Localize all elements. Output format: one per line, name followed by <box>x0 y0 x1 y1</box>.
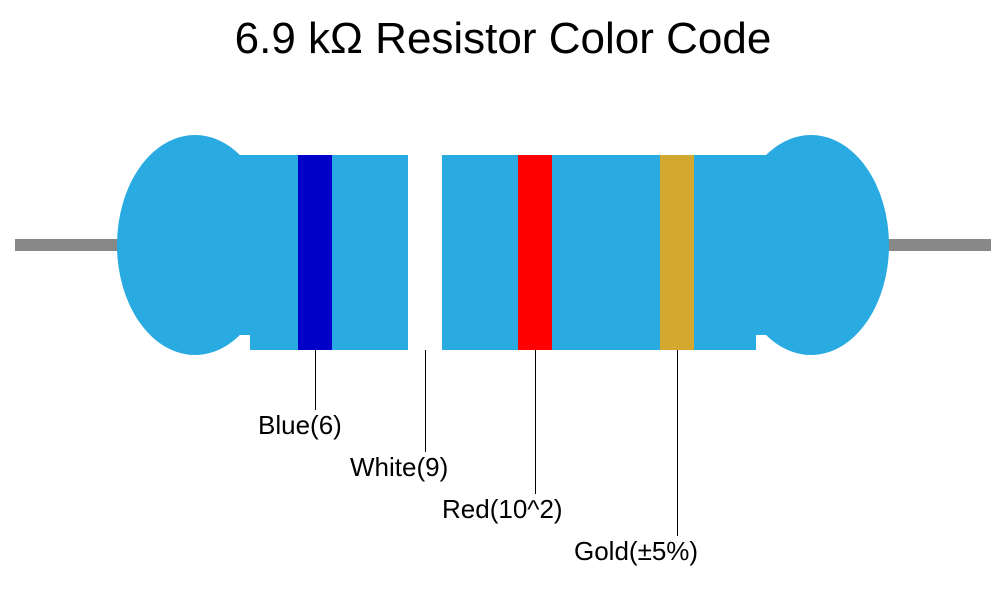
neck-right <box>751 155 811 335</box>
band-1 <box>298 155 332 350</box>
callout-line-3 <box>535 350 536 494</box>
callout-label-3: Red(10^2) <box>442 494 563 525</box>
band-3 <box>518 155 552 350</box>
callout-line-1 <box>315 350 316 410</box>
band-4 <box>660 155 694 350</box>
page-title: 6.9 kΩ Resistor Color Code <box>0 14 1006 64</box>
callout-label-4: Gold(±5%) <box>574 536 698 567</box>
callout-label-2: White(9) <box>350 452 448 483</box>
callout-line-4 <box>677 350 678 536</box>
band-2 <box>408 155 442 350</box>
neck-left <box>195 155 255 335</box>
callout-label-1: Blue(6) <box>258 410 342 441</box>
callout-line-2 <box>425 350 426 452</box>
